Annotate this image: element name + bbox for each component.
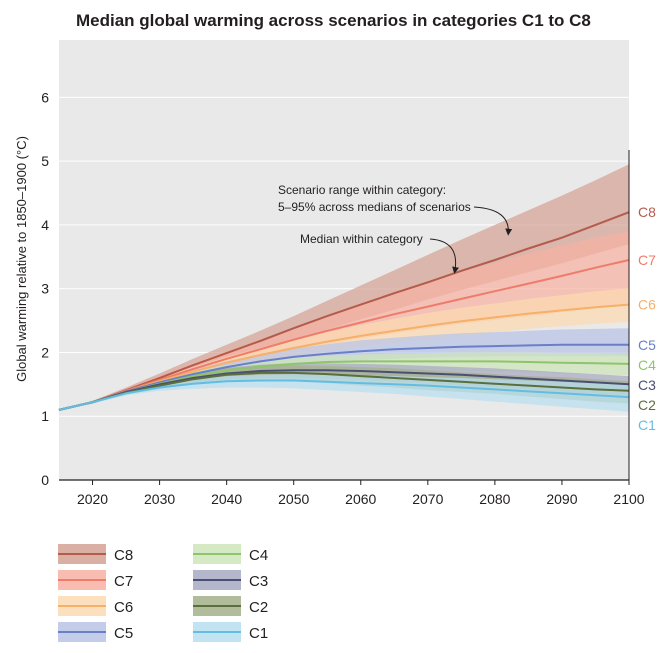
end-label-c1: C1 — [638, 417, 656, 433]
y-axis-label: Global warming relative to 1850–1900 (°C… — [14, 136, 29, 382]
end-labels: C8 C7 C6 C5 C4 C3 C2 C1 — [638, 204, 656, 433]
annotation-1-arrow — [473, 206, 513, 236]
band-c4 — [59, 352, 629, 410]
x-tick-2100: 2100 — [613, 491, 644, 507]
x-tick-2090: 2090 — [546, 491, 577, 507]
chart-title: Median global warming across scenarios i… — [76, 11, 591, 30]
y-tick-5: 5 — [41, 153, 49, 169]
legend-item-c3: C3 — [193, 570, 268, 590]
legend-item-c4: C4 — [193, 544, 268, 564]
annotation-2-line-1: Median within category — [300, 232, 423, 246]
end-label-c5: C5 — [638, 337, 656, 353]
legend-label-c5: C5 — [114, 625, 133, 642]
legend-item-c8: C8 — [58, 544, 133, 564]
median-line-c1 — [58, 379, 630, 411]
axes — [59, 150, 630, 481]
y-tick-4: 4 — [41, 217, 49, 233]
median-line-c2 — [58, 371, 630, 411]
legend-item-c2: C2 — [193, 596, 268, 616]
end-label-c2: C2 — [638, 397, 656, 413]
median-lines — [58, 211, 630, 411]
x-tick-2060: 2060 — [345, 491, 376, 507]
y-tick-0: 0 — [41, 472, 49, 488]
legend-label-c7: C7 — [114, 573, 133, 590]
median-line-c5 — [58, 343, 629, 411]
x-tick-2050: 2050 — [278, 491, 309, 507]
y-tick-2: 2 — [41, 344, 49, 360]
legend-label-c2: C2 — [249, 599, 268, 616]
median-line-c8 — [58, 211, 630, 411]
band-c5 — [59, 328, 629, 410]
end-label-c8: C8 — [638, 204, 656, 220]
legend-label-c6: C6 — [114, 599, 133, 616]
legend-label-c8: C8 — [114, 547, 133, 564]
legend-label-c3: C3 — [249, 573, 268, 590]
end-label-c6: C6 — [638, 297, 656, 313]
legend-item-c7: C7 — [58, 570, 133, 590]
legend-item-c6: C6 — [58, 596, 133, 616]
x-tick-2030: 2030 — [144, 491, 175, 507]
annotations: Scenario range within category: 5–95% acr… — [278, 183, 513, 274]
y-tick-3: 3 — [41, 281, 49, 297]
median-line-c3 — [58, 369, 630, 411]
annotation-1-line-1: Scenario range within category: — [278, 183, 446, 197]
x-tick-2020: 2020 — [77, 491, 108, 507]
legend: C8 C7 C6 C5 C4 C3 C2 C1 — [58, 544, 268, 642]
end-label-c4: C4 — [638, 357, 656, 373]
median-line-c7 — [58, 259, 630, 411]
annotation-2-arrow — [429, 238, 460, 274]
y-tick-1: 1 — [41, 408, 49, 424]
x-tick-2040: 2040 — [211, 491, 242, 507]
x-tick-2080: 2080 — [479, 491, 510, 507]
annotation-1-line-2: 5–95% across medians of scenarios — [278, 200, 471, 214]
y-tick-6: 6 — [41, 89, 49, 105]
legend-item-c1: C1 — [193, 622, 268, 642]
end-label-c7: C7 — [638, 252, 656, 268]
end-label-c3: C3 — [638, 377, 656, 393]
tick-labels: 0 1 2 3 4 5 6 2020 2030 2040 2050 2060 2070 2080 2090 2… — [41, 89, 645, 507]
x-tick-2070: 2070 — [412, 491, 443, 507]
legend-item-c5: C5 — [58, 622, 133, 642]
legend-label-c4: C4 — [249, 547, 268, 564]
legend-label-c1: C1 — [249, 625, 268, 642]
